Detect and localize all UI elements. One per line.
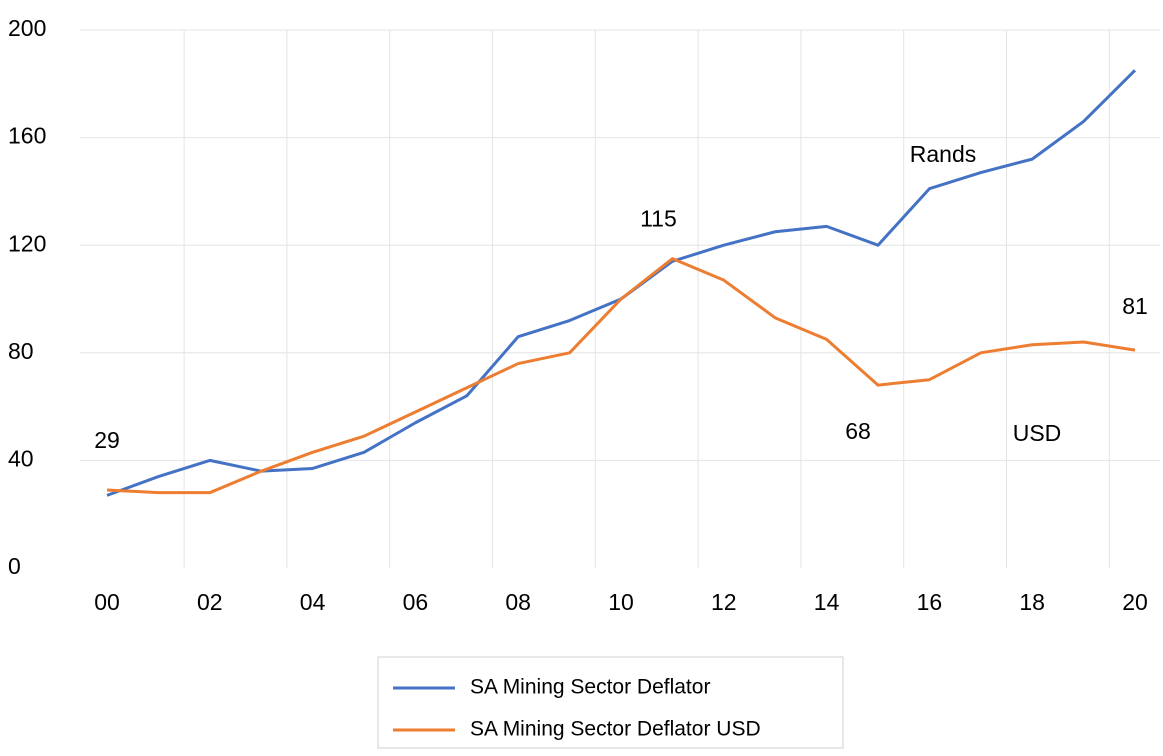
line-series (106, 257, 1136, 495)
annotation: Rands (910, 141, 976, 167)
x-tick-label: 20 (1122, 589, 1148, 615)
y-tick-label: 40 (8, 445, 34, 471)
x-tick-label: 06 (403, 589, 429, 615)
data-label: 81 (1122, 293, 1148, 319)
y-tick-label: 120 (8, 230, 46, 256)
x-tick-label: 00 (94, 589, 120, 615)
y-tick-label: 80 (8, 338, 34, 364)
x-tick-label: 18 (1019, 589, 1045, 615)
x-tick-label: 02 (197, 589, 223, 615)
y-tick-label: 160 (8, 123, 46, 149)
x-tick-label: 16 (917, 589, 943, 615)
y-tick-label: 200 (8, 15, 46, 41)
x-tick-label: 08 (505, 589, 531, 615)
x-tick-label: 12 (711, 589, 737, 615)
legend-label: SA Mining Sector Deflator (470, 676, 710, 699)
x-tick-label: 10 (608, 589, 634, 615)
data-label: 29 (94, 427, 120, 453)
data-label: 68 (845, 418, 871, 444)
x-tick-label: 04 (300, 589, 326, 615)
line-series (106, 69, 1137, 497)
y-tick-label: 0 (8, 553, 21, 579)
x-tick-label: 14 (814, 589, 840, 615)
annotation: USD (1013, 420, 1062, 446)
data-label: 115 (640, 206, 677, 232)
legend-box (377, 656, 844, 749)
legend-label: SA Mining Sector Deflator USD (470, 718, 761, 741)
